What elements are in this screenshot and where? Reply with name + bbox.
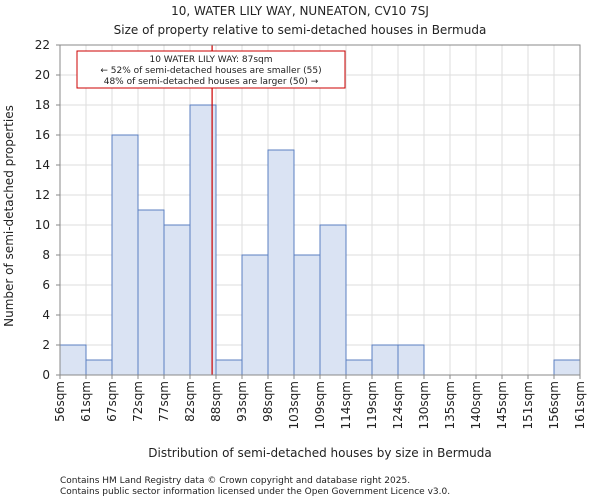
x-tick-label: 156sqm xyxy=(547,381,561,429)
bar-119sqm xyxy=(371,344,399,376)
x-tick-label: 82sqm xyxy=(183,381,197,422)
bar-88sqm xyxy=(215,359,243,376)
x-tick-label: 77sqm xyxy=(157,381,171,422)
y-tick-label: 6 xyxy=(42,278,50,292)
annotation-box xyxy=(76,50,346,89)
x-tick-label: 140sqm xyxy=(469,381,483,429)
y-tick-label: 10 xyxy=(35,218,50,232)
x-tick-label: 114sqm xyxy=(339,381,353,429)
x-tick-label: 56sqm xyxy=(53,381,67,422)
bar-124sqm xyxy=(397,344,425,376)
x-tick-label: 145sqm xyxy=(495,381,509,429)
x-tick-label: 98sqm xyxy=(261,381,275,422)
x-tick-label: 88sqm xyxy=(209,381,223,422)
y-tick-label: 8 xyxy=(42,248,50,262)
y-tick-label: 14 xyxy=(35,158,50,172)
bar-156sqm xyxy=(553,359,581,376)
y-tick-label: 2 xyxy=(42,338,50,352)
y-axis-label: Number of semi-detached properties xyxy=(2,105,16,327)
x-axis-label: Distribution of semi-detached houses by … xyxy=(148,446,492,460)
bar-56sqm xyxy=(59,344,87,376)
footer-line-1: Contains HM Land Registry data © Crown c… xyxy=(60,476,410,486)
x-tick-label: 119sqm xyxy=(365,381,379,429)
x-tick-label: 161sqm xyxy=(573,381,587,429)
y-tick-label: 20 xyxy=(35,68,50,82)
y-tick-labels: 0 2 4 6 8 10 12 14 16 18 20 22 xyxy=(35,38,60,382)
bar-114sqm xyxy=(345,359,373,376)
footer-line-2: Contains public sector information licen… xyxy=(60,487,450,497)
y-tick-label: 4 xyxy=(42,308,50,322)
x-tick-label: 93sqm xyxy=(235,381,249,422)
bar-103sqm xyxy=(293,254,321,376)
annotation-line-2: ← 52% of semi-detached houses are smalle… xyxy=(100,66,321,76)
x-tick-label: 135sqm xyxy=(443,381,457,429)
x-tick-label: 72sqm xyxy=(131,381,145,422)
annotation-line-1: 10 WATER LILY WAY: 87sqm xyxy=(149,55,272,65)
x-tick-label: 124sqm xyxy=(391,381,405,429)
x-tick-label: 130sqm xyxy=(417,381,431,429)
x-tick-label: 109sqm xyxy=(313,381,327,429)
chart-subtitle: Size of property relative to semi-detach… xyxy=(114,23,487,37)
bar-98sqm xyxy=(267,149,295,376)
bar-72sqm xyxy=(137,209,165,376)
x-tick-label: 61sqm xyxy=(79,381,93,422)
x-tick-labels: 56sqm 61sqm 67sqm 72sqm 77sqm 82sqm 88sqm 93sqm… xyxy=(53,375,587,429)
y-tick-label: 22 xyxy=(35,38,50,52)
y-tick-label: 12 xyxy=(35,188,50,202)
annotation: 10 WATER LILY WAY: 87sqm ← 52% of semi-d… xyxy=(76,50,346,89)
bar-93sqm xyxy=(241,254,269,376)
y-tick-label: 16 xyxy=(35,128,50,142)
bar-61sqm xyxy=(85,359,113,376)
x-tick-label: 103sqm xyxy=(287,381,301,429)
bar-67sqm xyxy=(111,134,139,376)
y-tick-label: 18 xyxy=(35,98,50,112)
annotation-line-3: 48% of semi-detached houses are larger (… xyxy=(104,77,319,87)
bar-77sqm xyxy=(163,224,191,376)
y-tick-label: 0 xyxy=(42,368,50,382)
bar-109sqm xyxy=(319,224,347,376)
x-tick-label: 67sqm xyxy=(105,381,119,422)
x-tick-label: 151sqm xyxy=(521,381,535,429)
chart-title: 10, WATER LILY WAY, NUNEATON, CV10 7SJ xyxy=(171,4,429,18)
